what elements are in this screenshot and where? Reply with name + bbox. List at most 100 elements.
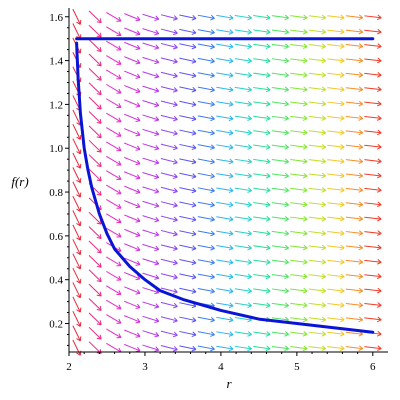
- field-arrow-head: [229, 43, 234, 48]
- field-arrow-head: [173, 87, 178, 92]
- field-arrow: [308, 58, 326, 62]
- field-arrow-head: [321, 316, 327, 321]
- field-arrow-head: [303, 316, 308, 321]
- field-arrow: [142, 344, 159, 351]
- field-arrow-head: [99, 75, 102, 81]
- field-arrow-head: [284, 144, 289, 148]
- field-arrow: [124, 156, 141, 165]
- field-arrow-head: [321, 215, 327, 220]
- field-arrow-head: [376, 333, 382, 337]
- field-arrow-head: [265, 161, 271, 165]
- field-arrow: [179, 72, 197, 77]
- field-arrow: [197, 14, 215, 19]
- field-arrow-head: [191, 348, 197, 352]
- field-arrow-head: [191, 90, 197, 93]
- field-arrow-head: [377, 43, 382, 47]
- field-arrow-head: [358, 319, 363, 323]
- field-arrow: [271, 29, 289, 33]
- field-arrow: [327, 72, 345, 76]
- field-arrow-head: [265, 348, 271, 352]
- field-arrow-head: [118, 74, 122, 79]
- field-arrow-head: [154, 90, 159, 93]
- field-arrow-head: [284, 46, 289, 50]
- field-arrow-head: [99, 305, 102, 311]
- field-arrow-head: [228, 276, 234, 280]
- field-arrow-head: [154, 119, 159, 122]
- field-arrow: [106, 342, 122, 353]
- field-arrow: [345, 302, 363, 306]
- field-arrow: [308, 159, 326, 163]
- field-arrow-head: [284, 230, 289, 235]
- field-arrow-head: [173, 288, 178, 293]
- field-arrow: [179, 86, 197, 91]
- field-arrow: [364, 101, 382, 105]
- field-arrow-head: [284, 43, 289, 48]
- field-arrow-head: [154, 335, 159, 338]
- field-arrow-head: [228, 161, 234, 165]
- field-arrow: [216, 29, 234, 34]
- field-arrow-head: [135, 235, 141, 238]
- field-arrow-head: [376, 276, 382, 280]
- field-arrow: [142, 258, 159, 265]
- field-arrow: [72, 23, 81, 40]
- field-arrow-head: [99, 205, 102, 210]
- field-arrow-head: [321, 189, 326, 193]
- field-arrow-head: [377, 143, 382, 148]
- field-arrow-head: [376, 204, 382, 208]
- field-arrow: [106, 256, 122, 267]
- field-arrow-head: [210, 288, 215, 293]
- field-arrow: [106, 213, 122, 223]
- x-axis-label: r: [226, 376, 232, 391]
- field-arrow-head: [99, 262, 102, 268]
- field-arrow: [234, 288, 252, 292]
- field-arrow: [327, 346, 345, 350]
- field-arrow-head: [376, 304, 382, 308]
- field-arrow-head: [229, 115, 234, 120]
- field-arrow: [308, 216, 326, 220]
- field-arrow-head: [191, 219, 197, 222]
- field-arrow: [364, 130, 382, 134]
- field-arrow: [290, 317, 308, 321]
- field-arrow-head: [192, 230, 197, 235]
- field-arrow-head: [135, 206, 141, 209]
- field-arrow: [142, 272, 159, 279]
- field-arrow: [88, 226, 102, 239]
- field-arrow: [234, 14, 252, 19]
- field-arrow: [345, 317, 363, 321]
- field-arrow: [124, 99, 141, 107]
- field-arrow: [253, 29, 271, 33]
- field-arrow: [327, 58, 345, 62]
- field-arrow-head: [265, 118, 271, 121]
- field-arrow: [197, 187, 215, 192]
- field-arrow-head: [339, 132, 345, 136]
- field-arrow-head: [266, 216, 271, 220]
- field-arrow-head: [303, 115, 308, 119]
- field-arrow-head: [265, 89, 271, 93]
- field-arrow-head: [135, 91, 141, 94]
- field-arrow-head: [135, 307, 141, 309]
- field-arrow-head: [155, 173, 160, 178]
- field-arrow: [327, 331, 345, 335]
- field-arrow: [160, 229, 178, 236]
- field-arrow-head: [135, 249, 141, 252]
- field-arrow-head: [118, 45, 122, 51]
- field-arrow: [290, 58, 308, 62]
- field-arrow-head: [321, 187, 327, 191]
- field-arrow: [160, 172, 178, 178]
- field-arrow-head: [321, 348, 326, 352]
- field-arrow-head: [321, 218, 326, 222]
- field-arrow: [179, 115, 197, 120]
- field-arrow: [364, 346, 382, 350]
- field-arrow-head: [303, 158, 308, 163]
- field-arrow-head: [118, 131, 122, 137]
- field-arrow-head: [265, 46, 271, 50]
- field-arrow-head: [377, 57, 382, 62]
- field-arrow-head: [76, 352, 81, 356]
- field-arrow-head: [284, 345, 289, 350]
- direction-field: [72, 8, 382, 356]
- field-arrow-head: [340, 215, 345, 220]
- field-arrow: [72, 296, 81, 313]
- field-arrow: [197, 101, 215, 106]
- field-arrow-head: [321, 74, 326, 78]
- field-arrow: [308, 346, 326, 350]
